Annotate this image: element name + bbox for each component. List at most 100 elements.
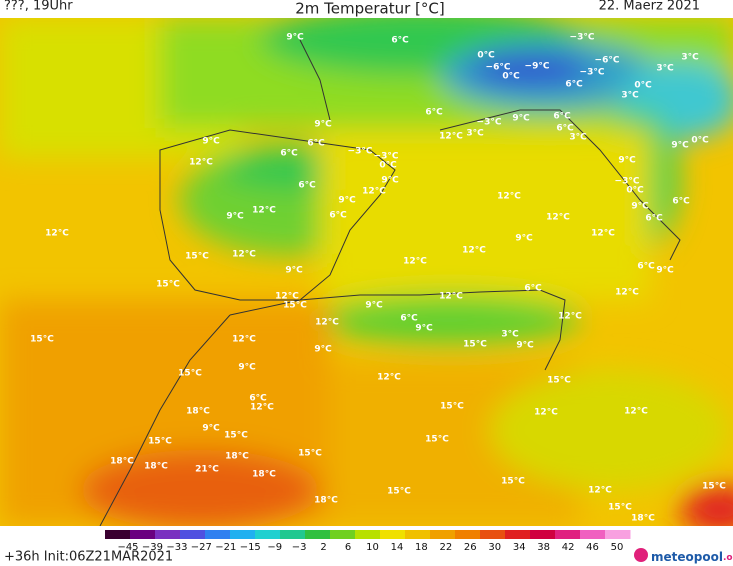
temperature-label: 0°C: [379, 161, 397, 171]
temperature-label: 9°C: [656, 266, 674, 276]
temperature-label: 0°C: [634, 81, 652, 91]
temperature-label: 0°C: [626, 186, 644, 196]
temperature-label: 12°C: [534, 408, 558, 418]
colorbar-swatch: [180, 530, 206, 539]
temperature-label: 15°C: [702, 482, 726, 492]
colorbar: −45 −39 −33 −27 −21 −15 −9 −3 2 6 10 14 18 22 26 30 34 38…: [105, 530, 631, 553]
temperature-label: 6°C: [329, 211, 347, 221]
temperature-label: 6°C: [280, 149, 298, 159]
temperature-field: [0, 18, 733, 526]
temperature-label: 15°C: [608, 503, 632, 513]
temperature-label: 18°C: [225, 452, 249, 462]
temperature-label: 6°C: [524, 284, 542, 294]
colorbar-swatch: [205, 530, 231, 539]
temperature-label: 9°C: [314, 120, 332, 130]
temperature-label: −3°C: [348, 147, 373, 157]
temperature-label: 15°C: [178, 369, 202, 379]
colorbar-label: 14: [391, 542, 404, 553]
colorbar-label: 42: [562, 542, 575, 553]
colorbar-swatch: [455, 530, 481, 539]
colorbar-swatch: [380, 530, 406, 539]
coastline: [99, 289, 566, 526]
temperature-label: 12°C: [45, 229, 69, 239]
temperature-label: 15°C: [224, 431, 248, 441]
colorbar-label: 22: [439, 542, 452, 553]
temperature-label: 12°C: [497, 192, 521, 202]
colorbar-label: −21: [215, 542, 236, 553]
colorbar-label: 50: [611, 542, 624, 553]
temperature-label: 12°C: [189, 158, 213, 168]
colorbar-swatch: [605, 530, 631, 539]
temperature-label: 15°C: [298, 449, 322, 459]
map-title: 2m Temperatur [°C]: [295, 0, 445, 18]
temperature-label: 9°C: [381, 176, 399, 186]
temperature-label: 12°C: [275, 292, 299, 302]
colorbar-label: 2: [320, 542, 326, 553]
colorbar-swatch: [330, 530, 356, 539]
temperature-label: 6°C: [391, 36, 409, 46]
temperature-label: 12°C: [439, 292, 463, 302]
temperature-label: 12°C: [546, 213, 570, 223]
temperature-label: 15°C: [156, 280, 180, 290]
colorbar-label: 10: [366, 542, 379, 553]
temperature-label: 18°C: [110, 457, 134, 467]
temperature-label: 15°C: [547, 376, 571, 386]
temperature-label: 12°C: [232, 250, 256, 260]
temperature-label: 18°C: [252, 470, 276, 480]
temperature-label: 12°C: [588, 486, 612, 496]
colorbar-swatch: [405, 530, 431, 539]
coastline: [159, 129, 396, 301]
temperature-label: 6°C: [565, 80, 583, 90]
temperature-label: 21°C: [195, 465, 219, 475]
temperature-label: 18°C: [144, 462, 168, 472]
colorbar-label: −15: [240, 542, 261, 553]
colorbar-label: 18: [415, 542, 428, 553]
temperature-label: 9°C: [202, 137, 220, 147]
temperature-label: 0°C: [691, 136, 709, 146]
temperature-label: 9°C: [415, 324, 433, 334]
temperature-label: 6°C: [425, 108, 443, 118]
temperature-label: 15°C: [440, 402, 464, 412]
temperature-label: 0°C: [477, 51, 495, 61]
temperature-label: 15°C: [387, 487, 411, 497]
colorbar-swatch: [255, 530, 281, 539]
temperature-label: −6°C: [486, 63, 511, 73]
colorbar-swatch: [430, 530, 456, 539]
brand-logo: [634, 548, 648, 562]
temperature-label: 6°C: [249, 394, 267, 404]
temperature-label: 3°C: [621, 91, 639, 101]
temperature-label: 12°C: [232, 335, 256, 345]
temperature-label: 6°C: [298, 181, 316, 191]
run-time: ???, 19Uhr: [4, 0, 73, 14]
temperature-label: −9°C: [525, 62, 550, 72]
temperature-label: 9°C: [314, 345, 332, 355]
temperature-label: 15°C: [463, 340, 487, 350]
temperature-label: 12°C: [315, 318, 339, 328]
coastline: [299, 39, 681, 261]
temperature-label: 3°C: [656, 64, 674, 74]
colorbar-swatch: [130, 530, 156, 539]
colorbar-label: 30: [488, 542, 501, 553]
temperature-label: 6°C: [637, 262, 655, 272]
colorbar-label: −9: [267, 542, 282, 553]
colorbar-label: 46: [586, 542, 599, 553]
colorbar-swatch: [530, 530, 556, 539]
temperature-label: 9°C: [286, 33, 304, 43]
temperature-label: 9°C: [618, 156, 636, 166]
temperature-label: 12°C: [439, 132, 463, 142]
temperature-label: 15°C: [283, 301, 307, 311]
temperature-label: 12°C: [252, 206, 276, 216]
temperature-label: −6°C: [595, 56, 620, 66]
colorbar-swatch: [155, 530, 181, 539]
colorbar-swatch: [555, 530, 581, 539]
temperature-label: 15°C: [425, 435, 449, 445]
colorbar-label: 34: [513, 542, 526, 553]
temperature-label: 3°C: [466, 129, 484, 139]
temperature-label: −3°C: [477, 118, 502, 128]
temperature-label: 9°C: [238, 363, 256, 373]
temperature-label: 9°C: [285, 266, 303, 276]
temperature-label: 3°C: [681, 53, 699, 63]
temperature-label: 9°C: [202, 424, 220, 434]
temperature-label: 9°C: [512, 114, 530, 124]
